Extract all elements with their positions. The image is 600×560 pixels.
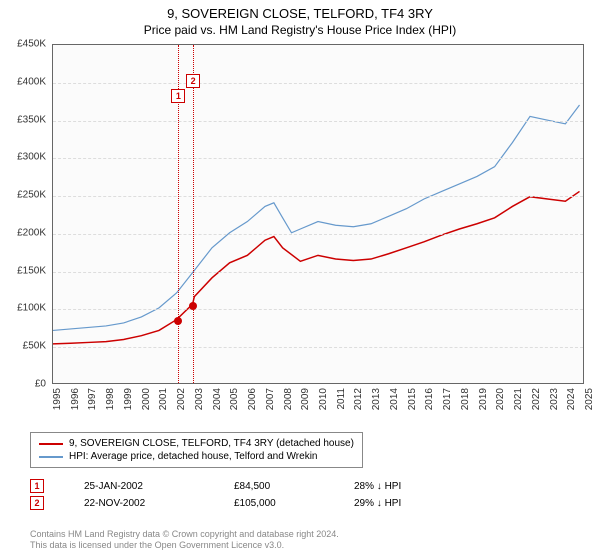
gridline (53, 272, 583, 273)
x-tick-label: 2010 (318, 388, 329, 410)
sale-marker-box: 2 (186, 74, 200, 88)
legend-label: HPI: Average price, detached house, Telf… (69, 451, 318, 462)
x-tick-label: 1998 (105, 388, 116, 410)
sale-row-marker: 1 (30, 479, 44, 493)
series-property (53, 191, 580, 343)
chart-container: 9, SOVEREIGN CLOSE, TELFORD, TF4 3RY Pri… (0, 0, 600, 560)
legend-swatch (39, 443, 63, 445)
y-tick-label: £350K (17, 114, 46, 125)
y-tick-label: £300K (17, 152, 46, 163)
sale-date: 25-JAN-2002 (84, 481, 194, 492)
x-tick-label: 2000 (141, 388, 152, 410)
sale-hpi: 28% ↓ HPI (354, 481, 454, 492)
y-tick-label: £100K (17, 303, 46, 314)
chart-svg (53, 45, 583, 383)
footer-text: Contains HM Land Registry data © Crown c… (30, 529, 584, 552)
x-tick-label: 2014 (389, 388, 400, 410)
sale-date: 22-NOV-2002 (84, 498, 194, 509)
legend-label: 9, SOVEREIGN CLOSE, TELFORD, TF4 3RY (de… (69, 438, 354, 449)
sale-price: £105,000 (234, 498, 314, 509)
sale-price: £84,500 (234, 481, 314, 492)
x-tick-label: 2015 (407, 388, 418, 410)
x-tick-label: 2002 (176, 388, 187, 410)
footer-line-1: Contains HM Land Registry data © Crown c… (30, 529, 584, 541)
x-tick-label: 2021 (513, 388, 524, 410)
x-tick-label: 2006 (247, 388, 258, 410)
sale-hpi: 29% ↓ HPI (354, 498, 454, 509)
x-tick-label: 2024 (566, 388, 577, 410)
legend-row: HPI: Average price, detached house, Telf… (39, 450, 354, 463)
gridline (53, 309, 583, 310)
sale-row-marker: 2 (30, 496, 44, 510)
gridline (53, 196, 583, 197)
legend: 9, SOVEREIGN CLOSE, TELFORD, TF4 3RY (de… (30, 432, 363, 468)
plot-area: 12 (52, 44, 584, 384)
x-tick-label: 2023 (549, 388, 560, 410)
x-tick-label: 2004 (212, 388, 223, 410)
sale-row: 2 22-NOV-2002 £105,000 29% ↓ HPI (30, 496, 584, 510)
y-tick-label: £400K (17, 76, 46, 87)
gridline (53, 234, 583, 235)
sales-table: 1 25-JAN-2002 £84,500 28% ↓ HPI 2 22-NOV-2002… (30, 476, 584, 513)
y-tick-label: £450K (17, 39, 46, 50)
x-tick-label: 2013 (371, 388, 382, 410)
legend-row: 9, SOVEREIGN CLOSE, TELFORD, TF4 3RY (de… (39, 437, 354, 450)
x-tick-label: 2008 (283, 388, 294, 410)
gridline (53, 83, 583, 84)
chart-title: 9, SOVEREIGN CLOSE, TELFORD, TF4 3RY (0, 0, 600, 21)
sale-vline (193, 45, 194, 383)
y-tick-label: £200K (17, 227, 46, 238)
x-tick-label: 1999 (123, 388, 134, 410)
legend-swatch (39, 456, 63, 458)
gridline (53, 158, 583, 159)
sale-dot (174, 317, 182, 325)
x-tick-label: 2022 (531, 388, 542, 410)
y-tick-label: £250K (17, 190, 46, 201)
x-tick-label: 1995 (52, 388, 63, 410)
x-tick-label: 2018 (460, 388, 471, 410)
x-tick-label: 2007 (265, 388, 276, 410)
y-axis-labels: £0£50K£100K£150K£200K£250K£300K£350K£400… (0, 44, 50, 384)
x-axis-labels: 1995 1996 1997 1998 1999 2000 2001 2002 2003 2004… (52, 386, 584, 428)
y-tick-label: £150K (17, 265, 46, 276)
x-tick-label: 2019 (478, 388, 489, 410)
sale-marker-box: 1 (171, 89, 185, 103)
x-tick-label: 2016 (424, 388, 435, 410)
gridline (53, 121, 583, 122)
chart-subtitle: Price paid vs. HM Land Registry's House … (0, 21, 600, 41)
x-tick-label: 1996 (70, 388, 81, 410)
x-tick-label: 2005 (229, 388, 240, 410)
x-tick-label: 2009 (300, 388, 311, 410)
x-tick-label: 2011 (336, 388, 347, 410)
x-tick-label: 2012 (353, 388, 364, 410)
y-tick-label: £0 (35, 379, 46, 390)
gridline (53, 347, 583, 348)
footer-line-2: This data is licensed under the Open Gov… (30, 540, 584, 552)
sale-row: 1 25-JAN-2002 £84,500 28% ↓ HPI (30, 479, 584, 493)
x-tick-label: 2001 (158, 388, 169, 410)
y-tick-label: £50K (23, 341, 46, 352)
sale-dot (189, 302, 197, 310)
x-tick-label: 2017 (442, 388, 453, 410)
x-tick-label: 2003 (194, 388, 205, 410)
series-hpi (53, 105, 580, 330)
x-tick-label: 1997 (87, 388, 98, 410)
x-tick-label: 2020 (495, 388, 506, 410)
x-tick-label: 2025 (584, 388, 595, 410)
